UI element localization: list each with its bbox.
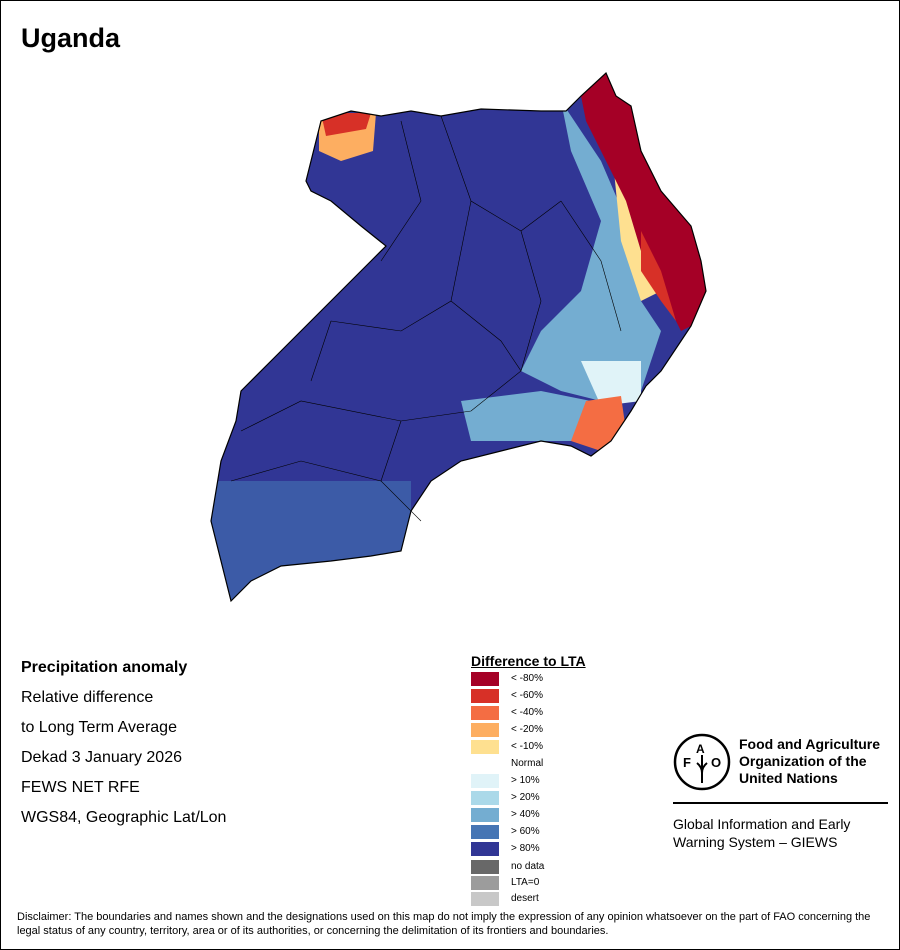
fao-name-line: Organization of the	[739, 753, 867, 769]
giews-name: Global Information and Early Warning Sys…	[673, 815, 850, 851]
legend-label: < -60%	[511, 690, 543, 701]
legend-label: < -80%	[511, 673, 543, 684]
legend-swatch	[471, 808, 499, 822]
legend-swatch	[471, 706, 499, 720]
info-line: to Long Term Average	[21, 719, 177, 736]
fao-logo: F A O	[673, 733, 731, 791]
legend-swatch	[471, 672, 499, 686]
uganda-precipitation-map	[210, 72, 707, 602]
info-projection: WGS84, Geographic Lat/Lon	[21, 809, 227, 826]
info-source: FEWS NET RFE	[21, 779, 140, 796]
info-dekad: Dekad 3 January 2026	[21, 749, 182, 766]
anomaly-lt60	[641, 231, 676, 321]
legend-swatch	[471, 825, 499, 839]
svg-text:A: A	[696, 742, 705, 756]
legend-swatch	[471, 876, 499, 890]
legend-swatch	[471, 774, 499, 788]
anomaly-gt40	[521, 101, 661, 401]
anomaly-gt10	[581, 361, 641, 406]
legend-swatch	[471, 791, 499, 805]
legend-label: > 10%	[511, 775, 540, 786]
legend-label: < -40%	[511, 707, 543, 718]
legend-swatch	[471, 842, 499, 856]
legend-label: < -10%	[511, 741, 543, 752]
legend-label: LTA=0	[511, 877, 540, 888]
anomaly-lt40	[571, 396, 626, 451]
fao-name-line: United Nations	[739, 770, 838, 786]
anomaly-gt40	[461, 391, 601, 441]
district-boundaries	[230, 115, 622, 522]
legend-swatch	[471, 860, 499, 874]
legend-label: < -20%	[511, 724, 543, 735]
map-title: Uganda	[21, 23, 121, 53]
legend-label: desert	[511, 893, 539, 904]
legend-swatch	[471, 689, 499, 703]
legend-label: > 80%	[511, 843, 540, 854]
anomaly-lt60	[321, 113, 371, 136]
legend-swatch	[471, 723, 499, 737]
info-product: Precipitation anomaly	[21, 659, 188, 676]
divider	[673, 802, 888, 804]
disclaimer: Disclaimer: The boundaries and names sho…	[17, 911, 871, 937]
legend-label: > 20%	[511, 792, 540, 803]
legend-label: > 40%	[511, 809, 540, 820]
info-line: Relative difference	[21, 689, 154, 706]
fao-name: Food and Agriculture Organization of the…	[739, 736, 880, 787]
legend-swatch	[471, 757, 499, 771]
giews-line: Warning System – GIEWS	[673, 834, 838, 850]
legend-swatch	[471, 892, 499, 906]
legend-title: Difference to LTA	[471, 653, 586, 669]
legend-label: > 60%	[511, 826, 540, 837]
anomaly-lt80	[581, 73, 706, 331]
legend-swatch	[471, 740, 499, 754]
svg-text:F: F	[683, 755, 691, 770]
anomaly-gt60	[211, 481, 411, 601]
svg-text:O: O	[711, 755, 721, 770]
legend-label: Normal	[511, 758, 544, 769]
giews-line: Global Information and Early	[673, 816, 851, 832]
fao-name-line: Food and Agriculture	[739, 736, 881, 752]
legend-label: no data	[511, 861, 545, 872]
